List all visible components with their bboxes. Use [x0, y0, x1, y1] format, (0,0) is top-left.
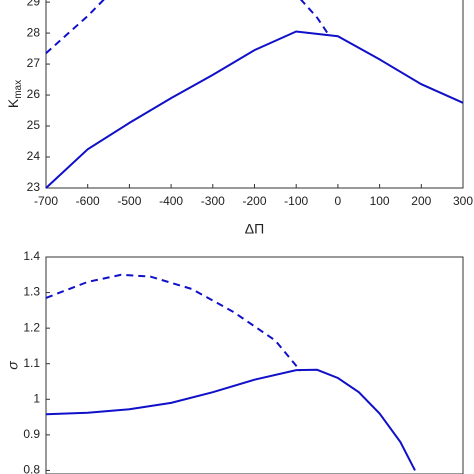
y-tick-label: 1.1: [23, 356, 40, 370]
solid-line: [45, 368, 416, 471]
x-tick-label: -300: [201, 194, 225, 208]
y-tick-label: 1: [33, 391, 40, 405]
dashed-line: [45, 0, 331, 54]
y-tick-label: 25: [27, 118, 41, 132]
y-tick-label: 1.3: [23, 285, 40, 299]
y-tick-label: 28: [27, 25, 41, 39]
y-axis-label: σ: [5, 361, 21, 370]
y-tick-label: 23: [27, 180, 41, 194]
y-axis-label-main: K: [5, 98, 21, 108]
dashed-line: [45, 273, 302, 372]
plot-frame: [45, 256, 464, 474]
x-tick-label: -700: [34, 194, 58, 208]
x-tick-label: -400: [159, 194, 183, 208]
y-axis-label-sub: max: [13, 80, 24, 99]
y-tick-label: 1.4: [23, 249, 40, 263]
y-tick-label: 27: [27, 56, 41, 70]
x-tick-label: 0: [335, 194, 342, 208]
y-tick-label: 24: [27, 149, 41, 163]
y-tick-label: 1.2: [23, 320, 40, 334]
plot-frame: [45, 0, 464, 189]
x-tick-label: 300: [453, 194, 473, 208]
x-tick-label: 100: [370, 194, 390, 208]
x-tick-label: 200: [411, 194, 431, 208]
solid-line: [45, 30, 464, 189]
x-tick-label: -100: [284, 194, 308, 208]
y-tick-label: 29: [27, 0, 41, 8]
x-tick-label: -600: [76, 194, 100, 208]
y-tick-label: 0.8: [23, 463, 40, 474]
x-axis-label: ΔΠ: [245, 221, 264, 237]
y-tick-label: 0.9: [23, 427, 40, 441]
y-axis-label: Kmax: [5, 80, 24, 108]
x-tick-label: -500: [117, 194, 141, 208]
x-tick-label: -200: [242, 194, 266, 208]
y-tick-label: 26: [27, 87, 41, 101]
